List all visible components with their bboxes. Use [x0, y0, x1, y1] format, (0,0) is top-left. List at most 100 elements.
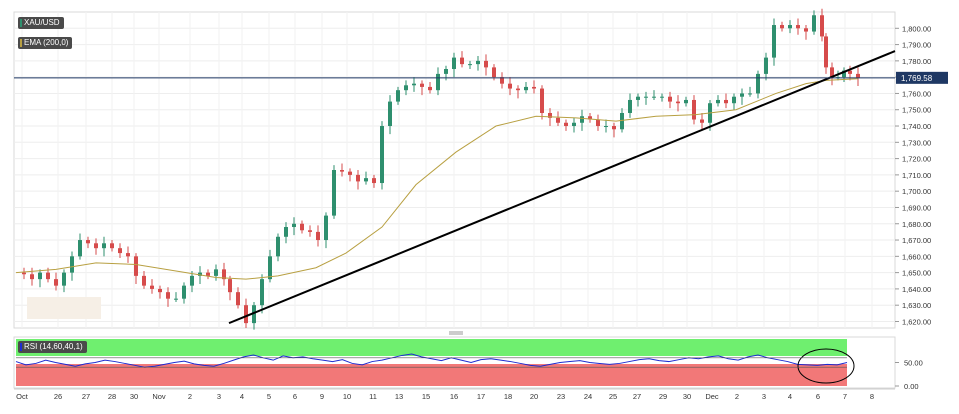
rsi-line — [15, 353, 848, 368]
candle-body — [716, 99, 720, 104]
candle-body — [636, 96, 640, 100]
candle-body — [572, 122, 576, 127]
y-tick-label: 1,740.00 — [902, 122, 931, 131]
candle-body — [268, 256, 272, 280]
x-tick-label: 2 — [735, 392, 739, 401]
rsi-annotation-circle — [797, 348, 855, 384]
candle-body — [228, 279, 232, 293]
y-tick-label: 1,700.00 — [902, 187, 931, 196]
x-tick-label: 15 — [422, 392, 430, 401]
candle-body — [356, 174, 360, 182]
time-axis[interactable]: Oct 26 27 28 30 Nov 2 3 4 5 6 9 10 11 13 15 16 17 18 20 23 24… — [14, 388, 895, 401]
y-tick-label: 1,670.00 — [902, 236, 931, 245]
candle-body — [724, 99, 728, 104]
candle-body — [620, 112, 624, 130]
pane-resize-handle[interactable] — [449, 331, 463, 335]
rsi-legend[interactable]: RSI (14,60,40,1) — [18, 341, 87, 353]
candle-body — [260, 279, 264, 306]
candle-body — [604, 126, 608, 128]
x-gridlines — [21, 12, 873, 328]
candle-body — [86, 240, 90, 244]
x-tick-label: 27 — [633, 392, 641, 401]
x-tick-label: Nov — [152, 392, 166, 401]
y-tick-label: 1,730.00 — [902, 138, 931, 147]
candle-body — [158, 288, 162, 293]
candle-body — [276, 236, 280, 257]
x-tick-label: 3 — [762, 392, 766, 401]
y-tick-label: 1,790.00 — [902, 41, 931, 50]
rsi-label: RSI (14,60,40,1) — [24, 342, 83, 351]
rsi-tick-label: 0.00 — [904, 382, 919, 391]
price-tag-label: 1,769.58 — [901, 74, 933, 83]
candle-body — [748, 93, 752, 95]
candle-body — [564, 122, 568, 127]
y-tick-label: 1,690.00 — [902, 203, 931, 212]
x-tick-label: 9 — [320, 392, 324, 401]
candle-body — [340, 170, 344, 172]
price-tag: 1,769.58 — [896, 71, 948, 84]
candle-body — [388, 101, 392, 127]
candle-body — [174, 298, 178, 300]
x-tick-label: 24 — [584, 392, 592, 401]
candle-body — [206, 272, 210, 276]
candle-body — [476, 60, 480, 65]
x-tick-label: 2 — [188, 392, 192, 401]
candle-body — [198, 272, 202, 276]
candle-body — [78, 240, 82, 257]
candle-body — [436, 73, 440, 91]
candle-body — [812, 15, 816, 32]
x-tick-label: 4 — [788, 392, 792, 401]
candlesticks — [22, 8, 860, 330]
trendline[interactable] — [228, 50, 896, 325]
candle-body — [300, 223, 304, 231]
candle-body — [412, 83, 416, 86]
candle-body — [652, 96, 656, 98]
candle-body — [668, 96, 672, 102]
candle-body — [484, 60, 488, 68]
candle-body — [556, 117, 560, 123]
candle-body — [772, 25, 776, 58]
x-tick-label: 6 — [293, 392, 297, 401]
candle-body — [780, 25, 784, 29]
candle-body — [134, 256, 138, 276]
price-axis[interactable]: 1,620.00 1,630.00 1,640.00 1,650.00 1,660.00… — [895, 24, 931, 326]
candle-body — [596, 119, 600, 127]
ema-line — [15, 78, 859, 280]
candle-body — [166, 292, 170, 299]
candle-body — [222, 269, 226, 280]
candle-body — [284, 227, 288, 237]
y-tick-label: 1,710.00 — [902, 171, 931, 180]
ema-legend[interactable]: EMA (200,0) — [18, 37, 73, 49]
candle-body — [252, 305, 256, 324]
candle-body — [30, 274, 34, 280]
candle-body — [830, 67, 834, 78]
candle-body — [856, 73, 860, 78]
symbol-legend[interactable]: XAU/USD — [18, 17, 64, 29]
candle-body — [324, 215, 328, 241]
symbol-swatch — [20, 19, 22, 27]
x-tick-label: Dec — [705, 392, 719, 401]
x-tick-label: 7 — [843, 392, 847, 401]
candle-body — [732, 96, 736, 104]
candle-body — [628, 99, 632, 113]
y-tick-label: 1,760.00 — [902, 89, 931, 98]
candle-body — [824, 36, 828, 68]
candle-body — [764, 57, 768, 74]
candle-body — [102, 243, 106, 249]
candle-body — [492, 67, 496, 78]
candle-body — [804, 28, 808, 32]
rsi-swatch — [20, 343, 22, 351]
y-tick-label: 1,800.00 — [902, 24, 931, 33]
candle-body — [118, 248, 122, 254]
x-tick-label: 5 — [267, 392, 271, 401]
candle-body — [214, 269, 218, 276]
candle-body — [612, 126, 616, 130]
candle-body — [516, 88, 520, 91]
candle-body — [660, 96, 664, 98]
x-tick-label: 3 — [217, 392, 221, 401]
candle-body — [644, 96, 648, 98]
candle-body — [126, 253, 130, 257]
candle-body — [348, 171, 352, 175]
y-tick-label: 1,720.00 — [902, 155, 931, 164]
